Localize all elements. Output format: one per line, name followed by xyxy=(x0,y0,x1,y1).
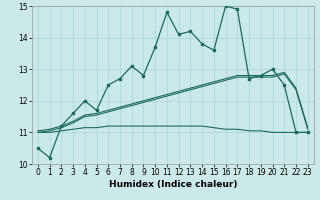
X-axis label: Humidex (Indice chaleur): Humidex (Indice chaleur) xyxy=(108,180,237,189)
